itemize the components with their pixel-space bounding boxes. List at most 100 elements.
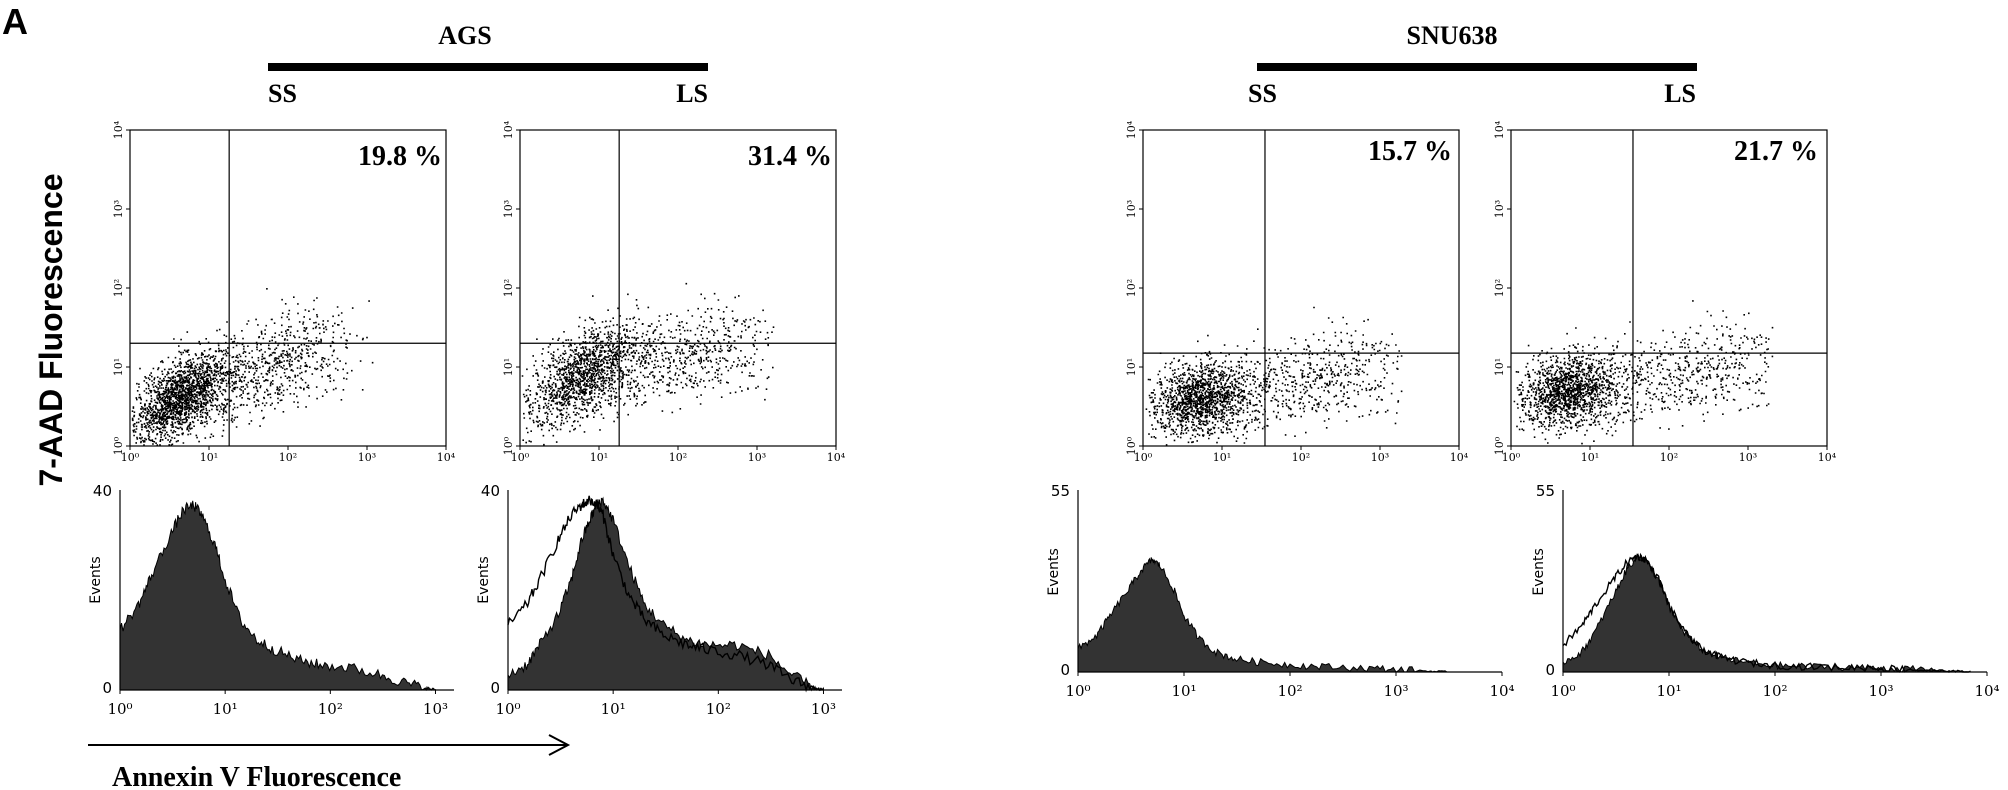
group-title-ags: AGS — [438, 21, 491, 50]
histogram-filled-series — [119, 500, 437, 692]
y-tick-label: 10² — [502, 279, 515, 297]
x-tick-label: 10¹ — [1213, 451, 1231, 464]
x-tick-label: 10³ — [1868, 682, 1893, 700]
y-tick-label: 10¹ — [502, 358, 515, 376]
scatter-points — [1513, 300, 1774, 445]
x-tick-label: 10⁴ — [1489, 682, 1514, 700]
histogram-filled-series — [1077, 557, 1448, 673]
y-tick-label: 0 — [1060, 661, 1070, 679]
group-title-snu638: SNU638 — [1406, 21, 1497, 50]
histogram-ags-ls: 40 0 Events 10⁰ 10¹ 10² 10³ — [476, 482, 842, 718]
y-tick-label: 0 — [490, 679, 500, 697]
scatter-plot-ags-ss: 10⁰ 10¹ 10² 10³ 10⁴ 10⁰ 10¹ 10² 10³ 10⁴ 19.8 % — [112, 120, 456, 464]
x-tick-label: 10⁰ — [107, 700, 132, 718]
x-tick-label: 10² — [1277, 682, 1302, 700]
condition-label-snu638-ls: LS — [1664, 79, 1696, 108]
panel-letter: A — [2, 1, 28, 42]
x-tick-label: 10¹ — [1171, 682, 1196, 700]
x-tick-label: 10⁰ — [1065, 682, 1090, 700]
x-tick-label: 10² — [706, 700, 731, 718]
x-axis-label: Annexin V Fluorescence — [112, 762, 401, 790]
x-tick-label: 10⁴ — [437, 451, 456, 464]
x-tick-label: 10⁴ — [1818, 451, 1837, 464]
histogram-outline-series — [1562, 552, 1971, 673]
y-tick-label: 10⁴ — [502, 120, 515, 139]
scatter-dots — [1145, 306, 1403, 446]
histogram-y-label: Events — [476, 556, 492, 603]
scatter-dots — [1513, 300, 1774, 445]
x-tick-label: 10¹ — [200, 451, 218, 464]
y-tick-label: 10⁴ — [1125, 120, 1138, 139]
histogram-filled-series — [1562, 552, 1971, 673]
y-tick-label: 10⁰ — [1125, 436, 1138, 455]
y-tick-label: 40 — [93, 482, 112, 500]
x-tick-label: 10² — [318, 700, 343, 718]
y-tick-label: 10² — [112, 279, 125, 297]
y-tick-label: 10³ — [1125, 200, 1138, 218]
x-tick-label: 10¹ — [1581, 451, 1599, 464]
histogram-snu638-ls: 55 0 Events 10⁰ 10¹ 10² 10³ 10⁴ — [1531, 482, 2000, 700]
x-tick-label: 10⁰ — [495, 700, 520, 718]
x-axis-arrow-head — [548, 734, 571, 756]
x-tick-label: 10¹ — [590, 451, 608, 464]
y-tick-label: 0 — [102, 679, 112, 697]
x-tick-label: 10⁰ — [1550, 682, 1575, 700]
x-tick-label: 10⁰ — [511, 451, 530, 464]
x-tick-label: 10² — [1660, 451, 1678, 464]
scatter-points — [1145, 306, 1403, 446]
x-tick-label: 10² — [1762, 682, 1787, 700]
y-tick-label: 55 — [1536, 482, 1555, 500]
x-tick-label: 10¹ — [213, 700, 238, 718]
y-tick-label: 10⁰ — [112, 436, 125, 455]
y-tick-label: 40 — [481, 482, 500, 500]
x-tick-label: 10¹ — [1656, 682, 1681, 700]
scatter-plot-snu638-ls: 10⁰ 10¹ 10² 10³ 10⁴ 10⁰ 10¹ 10² 10³ 10⁴ 21.7 % — [1493, 120, 1837, 464]
scatter-dots — [131, 288, 374, 446]
group-bar-ags — [268, 63, 708, 71]
quadrant-percentage: 15.7 % — [1368, 136, 1452, 167]
group-bar-snu638 — [1257, 63, 1697, 71]
condition-label-ags-ls: LS — [676, 79, 708, 108]
x-tick-label: 10² — [1292, 451, 1310, 464]
x-tick-label: 10³ — [1383, 682, 1408, 700]
x-tick-label: 10² — [279, 451, 297, 464]
scatter-plot-snu638-ss: 10⁰ 10¹ 10² 10³ 10⁴ 10⁰ 10¹ 10² 10³ 10⁴ 15.7 % — [1125, 120, 1469, 464]
y-tick-label: 10³ — [1493, 200, 1506, 218]
scatter-dots — [521, 282, 775, 446]
scatter-points — [131, 288, 374, 446]
x-tick-label: 10² — [669, 451, 687, 464]
histogram-snu638-ss: 55 0 Events 10⁰ 10¹ 10² 10³ 10⁴ — [1046, 482, 1515, 700]
scatter-points — [521, 282, 775, 446]
y-tick-label: 10⁰ — [1493, 436, 1506, 455]
histogram-y-label: Events — [88, 556, 104, 603]
histogram-filled-series — [507, 496, 825, 692]
y-tick-label: 10¹ — [1493, 358, 1506, 376]
x-tick-label: 10³ — [358, 451, 376, 464]
quadrant-percentage: 19.8 % — [358, 141, 442, 172]
y-tick-label: 10⁴ — [112, 120, 125, 139]
y-tick-label: 55 — [1051, 482, 1070, 500]
x-tick-label: 10⁰ — [1134, 451, 1153, 464]
y-tick-label: 10⁰ — [502, 436, 515, 455]
y-tick-label: 10² — [1125, 279, 1138, 297]
y-tick-label: 10¹ — [112, 358, 125, 376]
y-tick-label: 0 — [1545, 661, 1555, 679]
quadrant-percentage: 31.4 % — [748, 141, 832, 172]
histogram-outline-series — [507, 495, 824, 693]
x-tick-label: 10³ — [1739, 451, 1757, 464]
x-tick-label: 10⁰ — [1502, 451, 1521, 464]
histogram-ags-ss: 40 0 Events 10⁰ 10¹ 10² 10³ — [88, 482, 454, 718]
y-tick-label: 10⁴ — [1493, 120, 1506, 139]
y-tick-label: 10² — [1493, 279, 1506, 297]
x-tick-label: 10⁰ — [121, 451, 140, 464]
histogram-y-label: Events — [1531, 548, 1547, 595]
x-tick-label: 10³ — [423, 700, 448, 718]
histogram-y-label: Events — [1046, 548, 1062, 595]
x-tick-label: 10³ — [748, 451, 766, 464]
x-tick-label: 10⁴ — [1450, 451, 1469, 464]
x-tick-label: 10⁴ — [1974, 682, 1999, 700]
y-tick-label: 10¹ — [1125, 358, 1138, 376]
y-tick-label: 10³ — [502, 200, 515, 218]
